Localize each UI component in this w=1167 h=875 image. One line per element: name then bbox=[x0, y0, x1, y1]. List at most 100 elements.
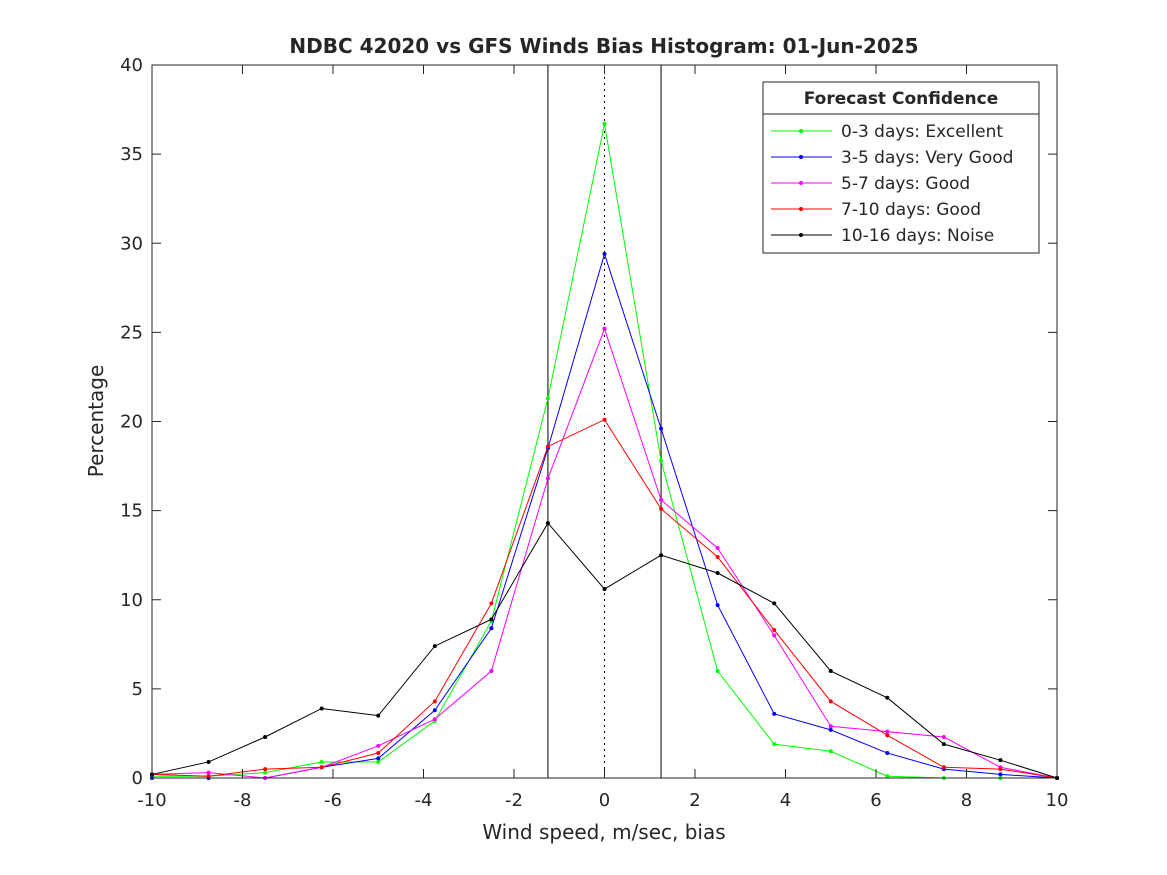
legend-label: 0-3 days: Excellent bbox=[841, 122, 1003, 142]
data-point bbox=[432, 708, 437, 713]
data-point bbox=[715, 603, 720, 608]
x-tick-label: 0 bbox=[599, 790, 610, 811]
legend-swatch-marker bbox=[799, 181, 803, 185]
legend-title: Forecast Confidence bbox=[804, 89, 999, 109]
x-axis-label: Wind speed, m/sec, bias bbox=[482, 820, 725, 844]
x-tick-label: 2 bbox=[689, 790, 700, 811]
x-tick-label: -2 bbox=[505, 790, 523, 811]
data-point bbox=[263, 735, 268, 740]
data-point bbox=[885, 774, 890, 779]
y-axis-label: Percentage bbox=[84, 365, 108, 478]
data-point bbox=[432, 644, 437, 649]
data-point bbox=[602, 251, 607, 256]
x-tick-label: 6 bbox=[870, 790, 881, 811]
y-tick-label: 35 bbox=[120, 144, 143, 165]
legend-label: 3-5 days: Very Good bbox=[841, 148, 1013, 168]
data-point bbox=[659, 497, 664, 502]
data-point bbox=[885, 751, 890, 756]
data-point bbox=[545, 444, 550, 449]
data-point bbox=[602, 587, 607, 592]
reference-lines bbox=[547, 65, 662, 778]
data-point bbox=[941, 742, 946, 747]
x-tick-label: -10 bbox=[137, 790, 166, 811]
y-tick-label: 25 bbox=[120, 322, 143, 343]
legend: Forecast Confidence 0-3 days: Excellent 3… bbox=[762, 81, 1040, 254]
y-tick-label: 15 bbox=[120, 501, 143, 522]
data-point bbox=[885, 729, 890, 734]
data-point bbox=[772, 633, 777, 638]
legend-item: 5-7 days: Good bbox=[771, 174, 970, 194]
series-1 bbox=[150, 121, 1059, 780]
data-point bbox=[941, 765, 946, 770]
data-point bbox=[376, 759, 381, 764]
series-5 bbox=[150, 521, 1059, 780]
y-tick-label: 10 bbox=[120, 590, 143, 611]
legend-swatch-marker bbox=[799, 129, 803, 133]
data-point bbox=[432, 717, 437, 722]
data-point bbox=[828, 727, 833, 732]
data-point bbox=[998, 767, 1003, 772]
data-point bbox=[772, 711, 777, 716]
data-point bbox=[545, 521, 550, 526]
chart-title: NDBC 42020 vs GFS Winds Bias Histogram: … bbox=[289, 34, 918, 58]
data-point bbox=[828, 724, 833, 729]
legend-label: 7-10 days: Good bbox=[841, 200, 981, 220]
data-point bbox=[489, 601, 494, 606]
data-point bbox=[489, 617, 494, 622]
data-point bbox=[828, 699, 833, 704]
data-point bbox=[432, 699, 437, 704]
data-point bbox=[206, 774, 211, 779]
x-tick-label: 10 bbox=[1046, 790, 1069, 811]
y-tick-label: 30 bbox=[120, 233, 143, 254]
x-tick-label: -8 bbox=[234, 790, 252, 811]
y-axis-ticks: 0 5 10 15 20 25 30 35 40 bbox=[120, 55, 1057, 789]
x-tick-label: -6 bbox=[324, 790, 342, 811]
x-tick-label: -4 bbox=[415, 790, 433, 811]
data-point bbox=[263, 767, 268, 772]
legend-items: 0-3 days: Excellent 3-5 days: Very Good 5-… bbox=[771, 122, 1013, 246]
data-point bbox=[659, 458, 664, 463]
data-point bbox=[998, 758, 1003, 763]
data-point bbox=[263, 770, 268, 775]
data-point bbox=[376, 743, 381, 748]
data-point bbox=[885, 733, 890, 738]
legend-label: 5-7 days: Good bbox=[841, 174, 970, 194]
data-point bbox=[998, 772, 1003, 777]
data-point bbox=[885, 695, 890, 700]
y-tick-label: 0 bbox=[132, 768, 143, 789]
data-point bbox=[602, 121, 607, 126]
data-point bbox=[828, 749, 833, 754]
data-point bbox=[715, 669, 720, 674]
data-point bbox=[206, 770, 211, 775]
legend-swatch-marker bbox=[799, 155, 803, 159]
data-point bbox=[545, 476, 550, 481]
data-point bbox=[715, 546, 720, 551]
data-point bbox=[376, 756, 381, 761]
x-tick-label: 8 bbox=[961, 790, 972, 811]
legend-swatch-marker bbox=[799, 233, 803, 237]
data-point bbox=[659, 506, 664, 511]
legend-item: 0-3 days: Excellent bbox=[771, 122, 1003, 142]
legend-item: 3-5 days: Very Good bbox=[771, 148, 1013, 168]
legend-box bbox=[762, 81, 1040, 254]
series-layer bbox=[150, 121, 1059, 780]
y-tick-label: 40 bbox=[120, 55, 143, 76]
data-point bbox=[828, 669, 833, 674]
y-tick-label: 5 bbox=[132, 679, 143, 700]
data-point bbox=[715, 571, 720, 576]
data-point bbox=[772, 742, 777, 747]
data-point bbox=[659, 553, 664, 558]
legend-swatch-marker bbox=[799, 207, 803, 211]
data-point bbox=[489, 669, 494, 674]
data-point bbox=[376, 751, 381, 756]
data-point bbox=[545, 396, 550, 401]
data-point bbox=[602, 326, 607, 331]
data-point bbox=[772, 628, 777, 633]
legend-item: 10-16 days: Noise bbox=[771, 226, 994, 246]
legend-item: 7-10 days: Good bbox=[771, 200, 981, 220]
data-point bbox=[772, 601, 777, 606]
data-point bbox=[319, 765, 324, 770]
data-point bbox=[319, 759, 324, 764]
data-point bbox=[376, 713, 381, 718]
